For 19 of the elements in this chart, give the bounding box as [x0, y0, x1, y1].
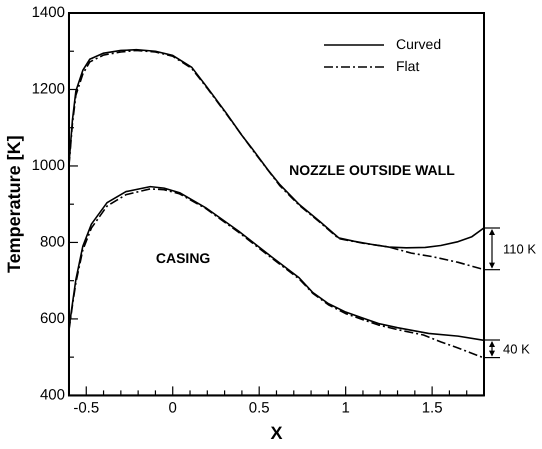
annotation: CASING [156, 250, 210, 266]
text: 40 K [503, 342, 530, 357]
y-tick-label: 600 [40, 310, 65, 328]
x-tick-label: 1.5 [422, 400, 443, 417]
x-tick-label: 0.5 [248, 400, 270, 417]
y-tick-label: 1000 [32, 157, 65, 174]
legend-label: Flat [396, 58, 420, 74]
y-tick-label: 400 [40, 386, 65, 404]
text: 110 K [503, 241, 536, 256]
x-tick-label: 0 [168, 400, 177, 417]
y-tick-label: 1400 [32, 4, 65, 22]
y-tick-label: 1200 [32, 80, 65, 98]
y-axis-title: Temperature [K] [4, 135, 24, 274]
y-tick-label: 800 [40, 234, 65, 251]
x-tick-label: 1 [341, 400, 350, 417]
legend-label: Curved [396, 36, 442, 52]
annotation: NOZZLE OUTSIDE WALL [289, 162, 455, 178]
x-axis-title: X [270, 423, 282, 444]
x-tick-label: -0.5 [73, 400, 100, 417]
